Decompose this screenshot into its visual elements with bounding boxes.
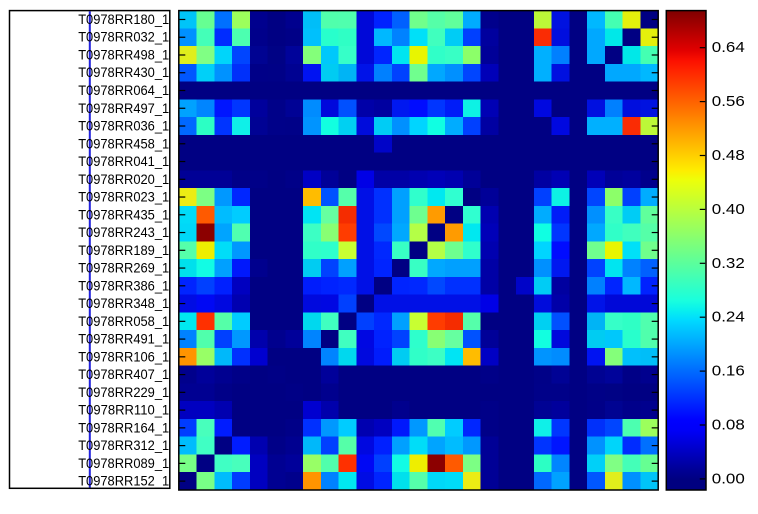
svg-text:0.48: 0.48 [712,147,745,164]
svg-text:T0978RR164_1: T0978RR164_1 [78,420,169,435]
svg-text:T0978RR243_1: T0978RR243_1 [78,225,169,240]
svg-text:T0978RR386_1: T0978RR386_1 [78,278,169,293]
svg-text:0.56: 0.56 [712,93,745,110]
svg-text:T0978RR348_1: T0978RR348_1 [78,296,169,311]
svg-text:0.64: 0.64 [712,39,745,56]
svg-text:T0978RR058_1: T0978RR058_1 [78,314,169,329]
svg-text:0.08: 0.08 [712,417,745,434]
svg-text:T0978RR110_1: T0978RR110_1 [78,403,169,418]
svg-text:T0978RR152_1: T0978RR152_1 [78,474,169,489]
svg-text:T0978RR458_1: T0978RR458_1 [78,136,169,151]
svg-text:T0978RR229_1: T0978RR229_1 [78,385,169,400]
svg-text:0.16: 0.16 [712,363,745,380]
svg-text:T0978RR023_1: T0978RR023_1 [78,190,169,205]
svg-text:T0978RR020_1: T0978RR020_1 [78,172,169,187]
svg-text:T0978RR312_1: T0978RR312_1 [78,438,169,453]
svg-text:0.40: 0.40 [712,201,745,218]
svg-text:T0978RR498_1: T0978RR498_1 [78,47,169,62]
svg-text:T0978RR041_1: T0978RR041_1 [78,154,169,169]
svg-text:T0978RR180_1: T0978RR180_1 [78,12,169,27]
svg-text:T0978RR435_1: T0978RR435_1 [78,207,169,222]
svg-text:T0978RR032_1: T0978RR032_1 [78,30,169,45]
svg-text:0.00: 0.00 [712,470,745,487]
svg-text:T0978RR064_1: T0978RR064_1 [78,83,169,98]
svg-text:T0978RR089_1: T0978RR089_1 [78,456,169,471]
svg-text:T0978RR430_1: T0978RR430_1 [78,65,169,80]
svg-text:T0978RR491_1: T0978RR491_1 [78,332,169,347]
svg-text:T0978RR036_1: T0978RR036_1 [78,119,169,134]
svg-text:T0978RR189_1: T0978RR189_1 [78,243,169,258]
svg-text:T0978RR106_1: T0978RR106_1 [78,349,169,364]
svg-text:0.24: 0.24 [712,309,745,326]
svg-text:T0978RR269_1: T0978RR269_1 [78,261,169,276]
svg-text:0.32: 0.32 [712,255,745,272]
svg-text:T0978RR497_1: T0978RR497_1 [78,101,169,116]
svg-text:T0978RR407_1: T0978RR407_1 [78,367,169,382]
